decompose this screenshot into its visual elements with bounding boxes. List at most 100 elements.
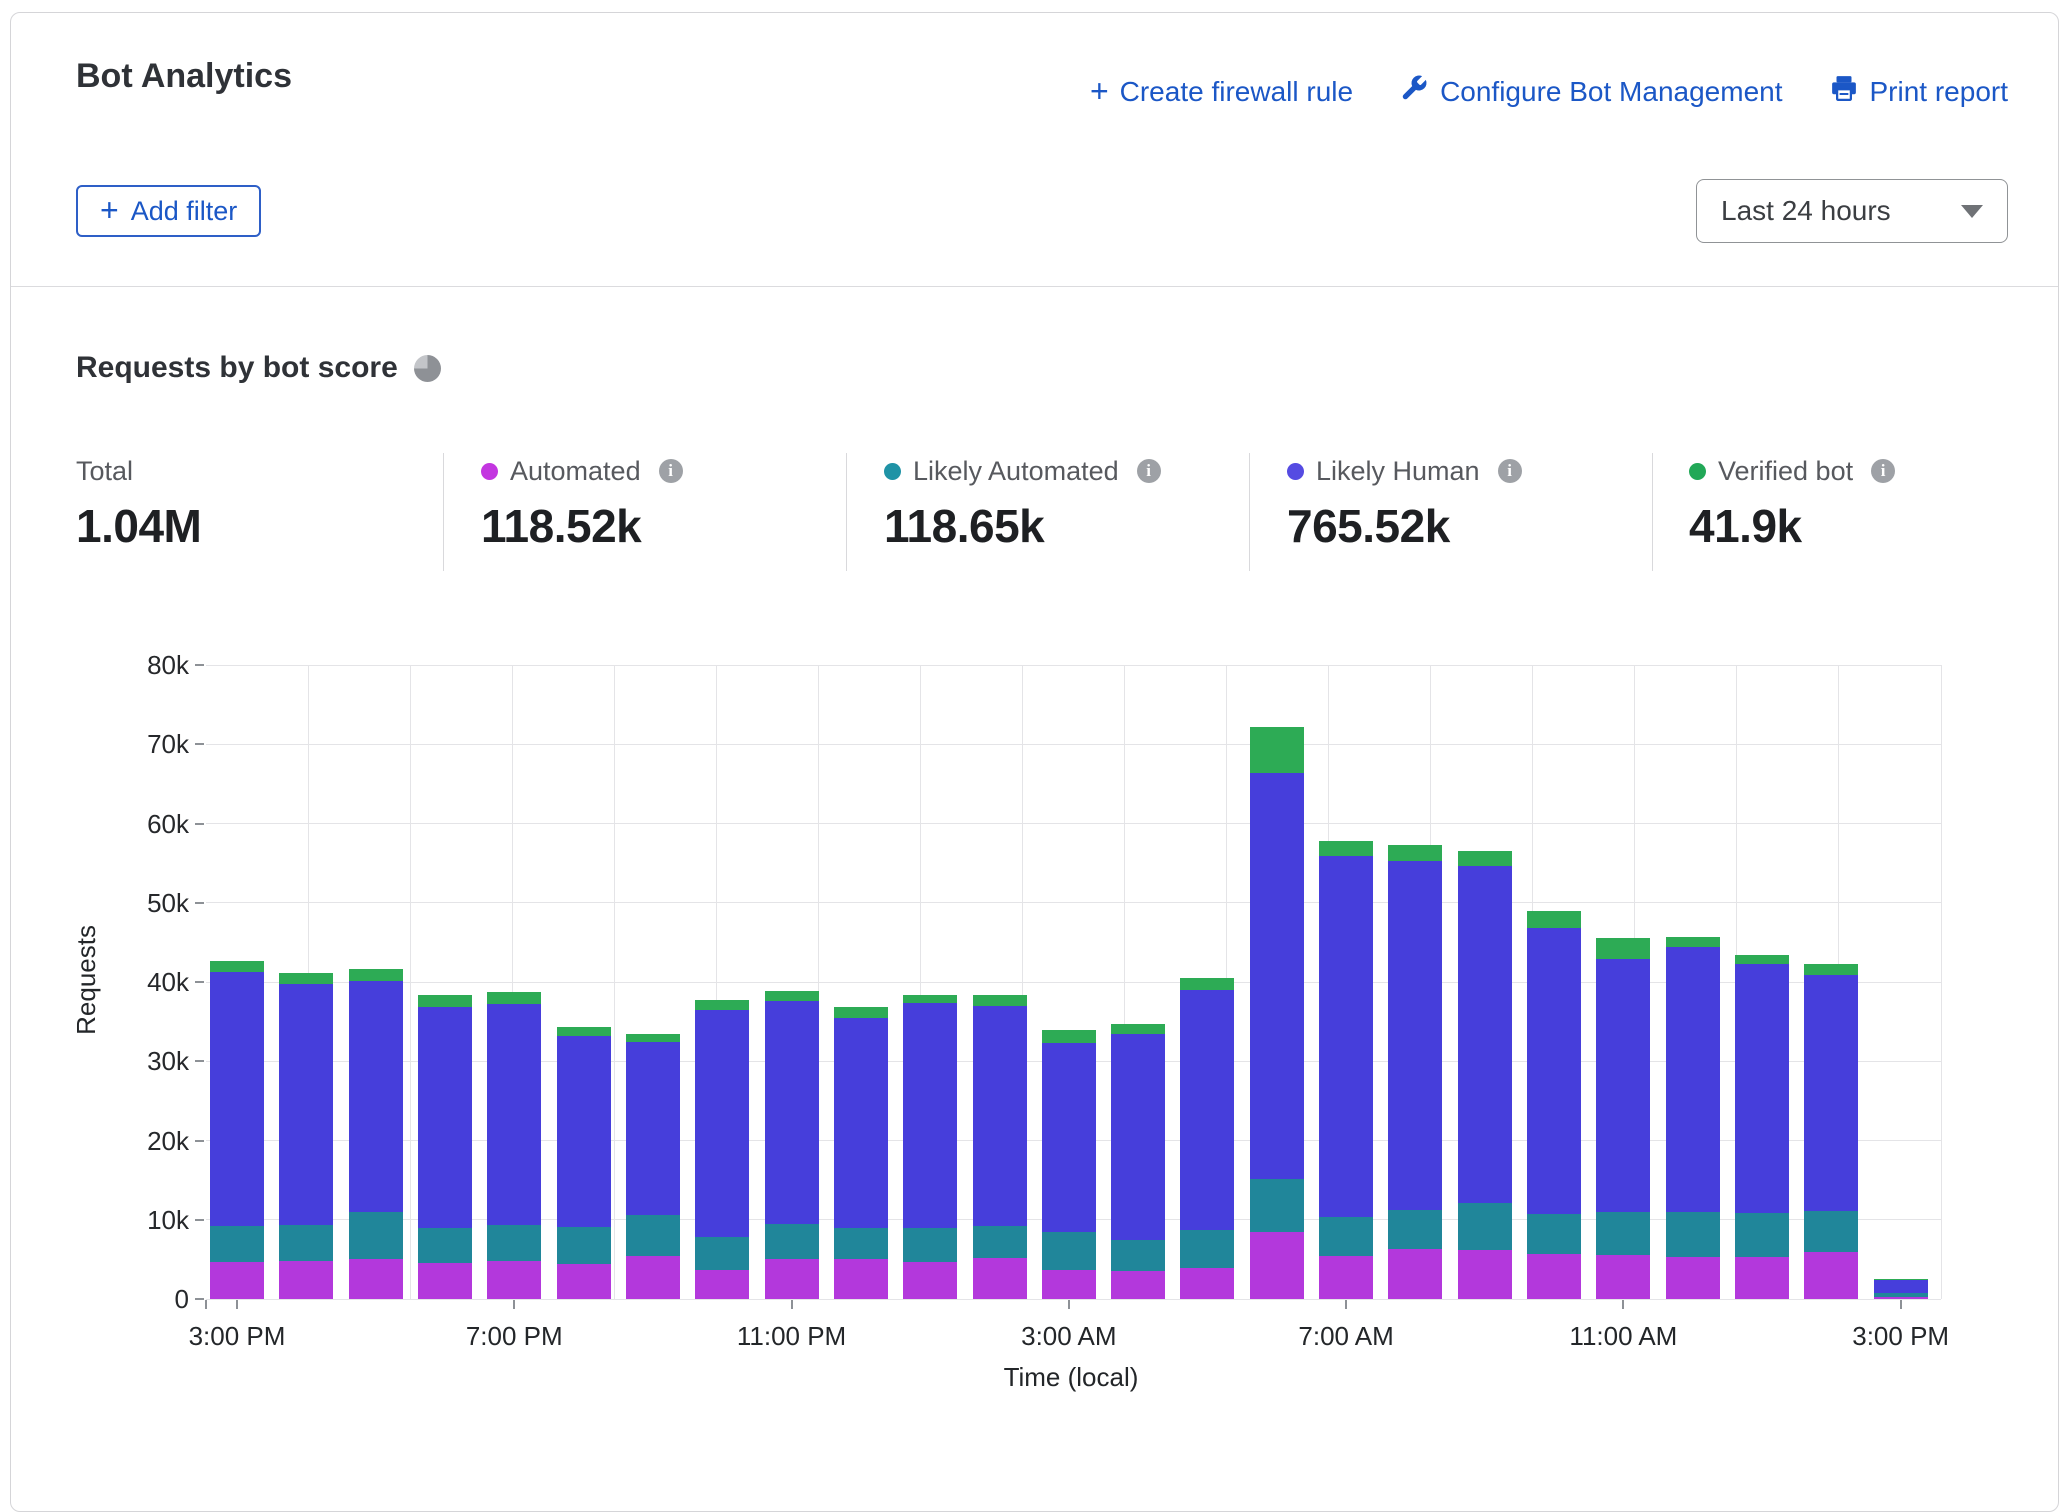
bar-segment-likely_automated[interactable] xyxy=(1180,1230,1235,1269)
bar-2-00-pm[interactable] xyxy=(1804,963,1859,1299)
bar-segment-verified_bot[interactable] xyxy=(417,994,472,1007)
bar-segment-automated[interactable] xyxy=(1873,1296,1928,1299)
bar-segment-likely_automated[interactable] xyxy=(625,1215,680,1257)
bar-segment-automated[interactable] xyxy=(625,1256,680,1299)
bar-segment-automated[interactable] xyxy=(1527,1253,1582,1299)
bar-segment-likely_automated[interactable] xyxy=(695,1237,750,1271)
bar-segment-likely_human[interactable] xyxy=(1873,1280,1928,1294)
bar-segment-verified_bot[interactable] xyxy=(1319,840,1374,857)
bar-segment-automated[interactable] xyxy=(1457,1249,1512,1299)
bar-segment-automated[interactable] xyxy=(764,1259,819,1299)
bar-segment-verified_bot[interactable] xyxy=(1457,851,1512,866)
bar-segment-verified_bot[interactable] xyxy=(279,972,334,984)
bar-segment-verified_bot[interactable] xyxy=(1527,911,1582,929)
bar-1-00-pm[interactable] xyxy=(1735,955,1790,1299)
bar-segment-verified_bot[interactable] xyxy=(348,968,403,982)
bar-segment-likely_automated[interactable] xyxy=(210,1226,264,1262)
bar-segment-likely_automated[interactable] xyxy=(1249,1178,1304,1233)
bar-segment-likely_human[interactable] xyxy=(972,1005,1027,1227)
bar-segment-likely_human[interactable] xyxy=(903,1003,958,1229)
bar-2-00-am[interactable] xyxy=(972,994,1027,1299)
bar-segment-likely_human[interactable] xyxy=(556,1035,611,1227)
bar-segment-likely_human[interactable] xyxy=(1388,860,1443,1211)
bar-segment-verified_bot[interactable] xyxy=(487,992,542,1005)
bar-1-00-am[interactable] xyxy=(903,994,958,1299)
bar-segment-automated[interactable] xyxy=(972,1257,1027,1299)
bar-segment-verified_bot[interactable] xyxy=(833,1007,888,1018)
info-icon[interactable]: i xyxy=(658,459,683,483)
bar-segment-likely_automated[interactable] xyxy=(1735,1213,1790,1257)
bar-segment-likely_automated[interactable] xyxy=(1873,1293,1928,1297)
bar-segment-likely_human[interactable] xyxy=(1041,1043,1096,1232)
bar-segment-automated[interactable] xyxy=(833,1259,888,1299)
bar-segment-likely_human[interactable] xyxy=(625,1042,680,1216)
bar-segment-likely_human[interactable] xyxy=(210,971,264,1227)
bar-segment-automated[interactable] xyxy=(1249,1232,1304,1299)
bar-segment-verified_bot[interactable] xyxy=(210,961,264,972)
bar-segment-verified_bot[interactable] xyxy=(1873,1279,1928,1280)
bar-segment-likely_human[interactable] xyxy=(1804,974,1859,1212)
bar-segment-likely_automated[interactable] xyxy=(764,1223,819,1260)
bar-segment-automated[interactable] xyxy=(1041,1270,1096,1299)
bar-segment-automated[interactable] xyxy=(487,1260,542,1299)
bar-3-00-am[interactable] xyxy=(1041,1029,1096,1299)
add-filter-button[interactable]: + Add filter xyxy=(76,185,262,237)
bar-segment-likely_automated[interactable] xyxy=(556,1226,611,1265)
bar-segment-likely_automated[interactable] xyxy=(417,1227,472,1264)
bar-segment-likely_automated[interactable] xyxy=(1319,1216,1374,1257)
bar-3-00-pm[interactable] xyxy=(210,961,264,1299)
bar-6-00-am[interactable] xyxy=(1249,726,1304,1299)
bar-segment-likely_automated[interactable] xyxy=(1665,1211,1720,1257)
info-icon[interactable]: i xyxy=(1136,459,1161,483)
bar-10-00-pm[interactable] xyxy=(695,1000,750,1299)
bar-3-00-pm[interactable] xyxy=(1873,1279,1928,1299)
bar-segment-likely_automated[interactable] xyxy=(1388,1210,1443,1250)
bar-segment-likely_human[interactable] xyxy=(417,1006,472,1228)
bar-11-00-am[interactable] xyxy=(1596,938,1651,1299)
bar-8-00-am[interactable] xyxy=(1388,844,1443,1299)
bar-segment-likely_automated[interactable] xyxy=(487,1225,542,1261)
bar-5-00-pm[interactable] xyxy=(348,968,403,1299)
bar-segment-likely_automated[interactable] xyxy=(1457,1203,1512,1250)
bar-segment-verified_bot[interactable] xyxy=(1804,963,1859,975)
bar-segment-automated[interactable] xyxy=(210,1261,264,1299)
bar-segment-automated[interactable] xyxy=(1388,1249,1443,1299)
info-icon[interactable]: i xyxy=(1871,459,1896,483)
bar-segment-automated[interactable] xyxy=(1111,1271,1166,1299)
bar-segment-likely_human[interactable] xyxy=(279,983,334,1226)
bar-segment-verified_bot[interactable] xyxy=(1596,938,1651,960)
bar-10-00-am[interactable] xyxy=(1527,911,1582,1299)
bar-segment-automated[interactable] xyxy=(903,1261,958,1299)
bar-segment-likely_human[interactable] xyxy=(1665,947,1720,1212)
bar-segment-verified_bot[interactable] xyxy=(1735,955,1790,964)
info-icon[interactable]: i xyxy=(1497,459,1522,483)
bar-segment-automated[interactable] xyxy=(695,1270,750,1299)
bar-5-00-am[interactable] xyxy=(1180,978,1235,1299)
bar-segment-verified_bot[interactable] xyxy=(972,994,1027,1006)
bar-segment-likely_human[interactable] xyxy=(1735,963,1790,1214)
bar-segment-verified_bot[interactable] xyxy=(764,990,819,1002)
bar-segment-likely_automated[interactable] xyxy=(1804,1211,1859,1253)
bar-segment-likely_automated[interactable] xyxy=(1111,1239,1166,1272)
bar-segment-likely_human[interactable] xyxy=(764,1001,819,1224)
bar-12-00-pm[interactable] xyxy=(1665,936,1720,1299)
bar-segment-automated[interactable] xyxy=(1180,1268,1235,1299)
bar-segment-likely_automated[interactable] xyxy=(1596,1211,1651,1256)
configure-bot-management-link[interactable]: Configure Bot Management xyxy=(1399,73,1783,110)
bar-12-00-am[interactable] xyxy=(833,1007,888,1299)
bar-9-00-am[interactable] xyxy=(1457,851,1512,1299)
bar-segment-likely_human[interactable] xyxy=(1527,928,1582,1215)
bar-9-00-pm[interactable] xyxy=(625,1034,680,1299)
bar-segment-likely_human[interactable] xyxy=(1596,959,1651,1212)
bar-segment-automated[interactable] xyxy=(1319,1256,1374,1299)
bar-segment-likely_human[interactable] xyxy=(1111,1034,1166,1240)
bar-segment-likely_human[interactable] xyxy=(1319,856,1374,1217)
bar-segment-likely_human[interactable] xyxy=(1457,865,1512,1204)
bar-segment-likely_human[interactable] xyxy=(487,1004,542,1226)
bar-segment-automated[interactable] xyxy=(1596,1255,1651,1299)
bar-segment-verified_bot[interactable] xyxy=(1041,1029,1096,1044)
bar-segment-automated[interactable] xyxy=(417,1263,472,1299)
bar-segment-automated[interactable] xyxy=(1804,1252,1859,1299)
bar-segment-verified_bot[interactable] xyxy=(625,1034,680,1043)
bar-6-00-pm[interactable] xyxy=(417,994,472,1299)
